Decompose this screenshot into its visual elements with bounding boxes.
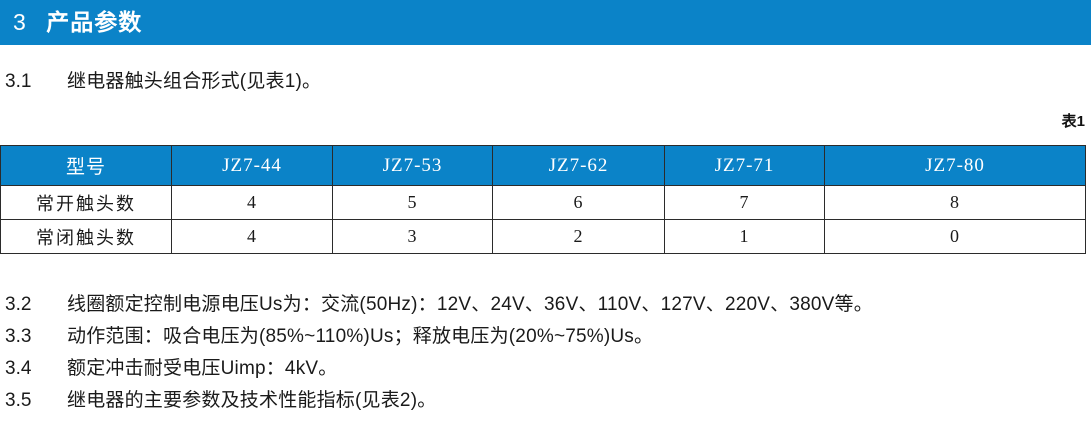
cell-nc-jz7-62: 2 (492, 219, 665, 254)
table-header-model: 型号 (0, 145, 172, 186)
table-header-jz7-62: JZ7-62 (492, 145, 665, 186)
table-header-jz7-44: JZ7-44 (171, 145, 333, 186)
cell-nc-jz7-53: 3 (332, 219, 493, 254)
paragraph-3-1: 3.1 继电器触头组合形式(见表1)。 (5, 72, 321, 91)
table-row: 常闭触头数 4 3 2 1 0 (0, 219, 1086, 254)
paragraph-3-4-text: 额定冲击耐受电压Uimp：4kV。 (67, 358, 338, 379)
paragraph-3-5-number: 3.5 (5, 390, 32, 411)
paragraph-3-3: 3.3 动作范围：吸合电压为(85%~110%)Us；释放电压为(20%~75%… (5, 327, 653, 346)
table-row: 常开触头数 4 5 6 7 8 (0, 185, 1086, 220)
cell-nc-jz7-80: 0 (824, 219, 1086, 254)
contact-combination-table: 型号 JZ7-44 JZ7-53 JZ7-62 JZ7-71 JZ7-80 常开… (0, 145, 1086, 254)
paragraph-3-4: 3.4 额定冲击耐受电压Uimp：4kV。 (5, 359, 337, 378)
paragraph-3-3-text: 动作范围：吸合电压为(85%~110%)Us；释放电压为(20%~75%)Us。 (67, 326, 654, 347)
paragraph-3-1-number: 3.1 (5, 71, 32, 92)
table-header-jz7-53: JZ7-53 (332, 145, 493, 186)
cell-no-jz7-62: 6 (492, 185, 665, 220)
paragraph-3-2-number: 3.2 (5, 294, 32, 315)
cell-no-jz7-71: 7 (664, 185, 825, 220)
paragraph-3-1-text: 继电器触头组合形式(见表1)。 (67, 71, 322, 92)
cell-nc-jz7-71: 1 (664, 219, 825, 254)
table-header-row: 型号 JZ7-44 JZ7-53 JZ7-62 JZ7-71 JZ7-80 (0, 145, 1086, 186)
cell-no-jz7-53: 5 (332, 185, 493, 220)
section-title: 产品参数 (46, 9, 143, 35)
paragraph-3-4-number: 3.4 (5, 358, 32, 379)
paragraph-3-2: 3.2 线圈额定控制电源电压Us为：交流(50Hz)：12V、24V、36V、1… (5, 295, 873, 314)
table-caption: 表1 (1061, 113, 1085, 130)
cell-no-jz7-80: 8 (824, 185, 1086, 220)
row-label-normally-closed: 常闭触头数 (0, 219, 172, 254)
row-label-normally-open: 常开触头数 (0, 185, 172, 220)
table-header-jz7-71: JZ7-71 (664, 145, 825, 186)
section-number: 3 (13, 9, 27, 35)
paragraph-3-5-text: 继电器的主要参数及技术性能指标(见表2)。 (67, 390, 437, 411)
section-heading-bar: 3 产品参数 (0, 0, 1091, 45)
paragraph-3-2-text: 线圈额定控制电源电压Us为：交流(50Hz)：12V、24V、36V、110V、… (67, 294, 873, 315)
table-header-jz7-80: JZ7-80 (824, 145, 1086, 186)
cell-no-jz7-44: 4 (171, 185, 333, 220)
cell-nc-jz7-44: 4 (171, 219, 333, 254)
paragraph-3-5: 3.5 继电器的主要参数及技术性能指标(见表2)。 (5, 391, 436, 410)
paragraph-3-3-number: 3.3 (5, 326, 32, 347)
